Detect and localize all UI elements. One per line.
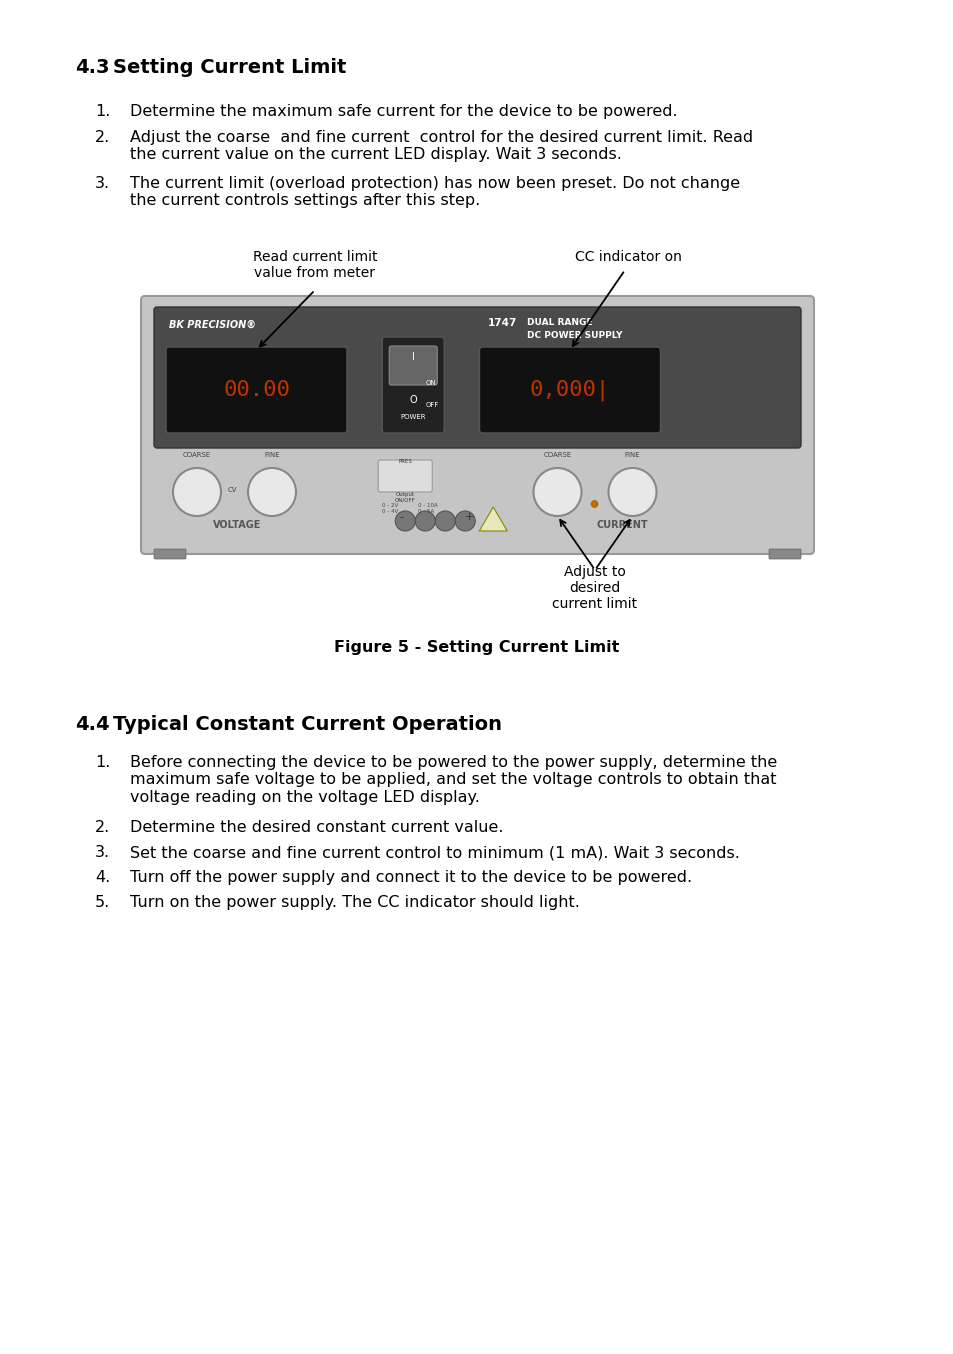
- Text: 4.4: 4.4: [75, 715, 110, 734]
- Text: 1747: 1747: [487, 318, 517, 328]
- FancyBboxPatch shape: [153, 307, 801, 448]
- Circle shape: [435, 510, 455, 531]
- FancyBboxPatch shape: [382, 337, 444, 433]
- Circle shape: [455, 510, 475, 531]
- Text: 00.00: 00.00: [223, 380, 290, 399]
- Text: 5.: 5.: [95, 895, 111, 910]
- Text: O: O: [409, 395, 416, 405]
- Circle shape: [415, 510, 435, 531]
- Text: 0 - 10A
0 - 5A: 0 - 10A 0 - 5A: [417, 502, 437, 513]
- Text: Setting Current Limit: Setting Current Limit: [112, 58, 346, 77]
- Text: +: +: [464, 512, 474, 523]
- FancyBboxPatch shape: [389, 347, 436, 385]
- Text: COARSE: COARSE: [543, 452, 571, 458]
- Circle shape: [172, 468, 221, 516]
- Text: Output
ON/OFF: Output ON/OFF: [395, 492, 416, 502]
- Circle shape: [395, 510, 415, 531]
- Circle shape: [608, 468, 656, 516]
- Text: CV: CV: [227, 487, 236, 493]
- Text: 3.: 3.: [95, 176, 110, 191]
- Text: I: I: [412, 352, 415, 362]
- Text: PRES: PRES: [398, 459, 412, 464]
- Polygon shape: [478, 506, 507, 531]
- Text: 1.: 1.: [95, 756, 111, 770]
- Text: 0,000|: 0,000|: [529, 379, 610, 401]
- Text: Turn off the power supply and connect it to the device to be powered.: Turn off the power supply and connect it…: [130, 871, 691, 886]
- Text: 4.3: 4.3: [75, 58, 110, 77]
- Text: CURRENT: CURRENT: [596, 520, 648, 529]
- FancyBboxPatch shape: [768, 548, 801, 559]
- FancyBboxPatch shape: [141, 297, 813, 554]
- FancyBboxPatch shape: [377, 460, 432, 492]
- Text: VOLTAGE: VOLTAGE: [213, 520, 261, 529]
- Text: Before connecting the device to be powered to the power supply, determine the
ma: Before connecting the device to be power…: [130, 756, 777, 804]
- Circle shape: [533, 468, 581, 516]
- Text: DUAL RANGE: DUAL RANGE: [527, 318, 593, 328]
- Text: Determine the desired constant current value.: Determine the desired constant current v…: [130, 821, 503, 835]
- Text: Set the coarse and fine current control to minimum (1 mA). Wait 3 seconds.: Set the coarse and fine current control …: [130, 845, 740, 860]
- Text: 4.: 4.: [95, 871, 111, 886]
- Text: 0 - 2V
0 - 4V: 0 - 2V 0 - 4V: [381, 502, 397, 513]
- Text: Read current limit
value from meter: Read current limit value from meter: [253, 250, 376, 280]
- Text: 2.: 2.: [95, 821, 111, 835]
- Text: COARSE: COARSE: [183, 452, 211, 458]
- Text: CC indicator on: CC indicator on: [575, 250, 681, 264]
- Text: Adjust the coarse  and fine current  control for the desired current limit. Read: Adjust the coarse and fine current contr…: [130, 130, 752, 162]
- Text: DC POWER SUPPLY: DC POWER SUPPLY: [527, 330, 622, 340]
- Text: 1.: 1.: [95, 104, 111, 119]
- Text: ON: ON: [425, 380, 436, 386]
- FancyBboxPatch shape: [153, 548, 186, 559]
- Text: FINE: FINE: [264, 452, 279, 458]
- Text: 2.: 2.: [95, 130, 111, 145]
- FancyBboxPatch shape: [166, 347, 347, 433]
- FancyBboxPatch shape: [479, 347, 659, 433]
- Text: FINE: FINE: [624, 452, 639, 458]
- Text: 3.: 3.: [95, 845, 110, 860]
- Text: Turn on the power supply. The CC indicator should light.: Turn on the power supply. The CC indicat…: [130, 895, 579, 910]
- Text: Typical Constant Current Operation: Typical Constant Current Operation: [112, 715, 501, 734]
- Text: Adjust to
desired
current limit: Adjust to desired current limit: [552, 565, 637, 612]
- Text: -: -: [399, 512, 403, 523]
- Text: BK PRECISION®: BK PRECISION®: [169, 320, 255, 330]
- Circle shape: [590, 501, 598, 508]
- Text: The current limit (overload protection) has now been preset. Do not change
the c: The current limit (overload protection) …: [130, 176, 740, 209]
- Circle shape: [248, 468, 295, 516]
- Text: POWER: POWER: [400, 414, 426, 420]
- Text: Determine the maximum safe current for the device to be powered.: Determine the maximum safe current for t…: [130, 104, 677, 119]
- Text: OFF: OFF: [425, 402, 438, 408]
- Text: Figure 5 - Setting Current Limit: Figure 5 - Setting Current Limit: [334, 640, 619, 655]
